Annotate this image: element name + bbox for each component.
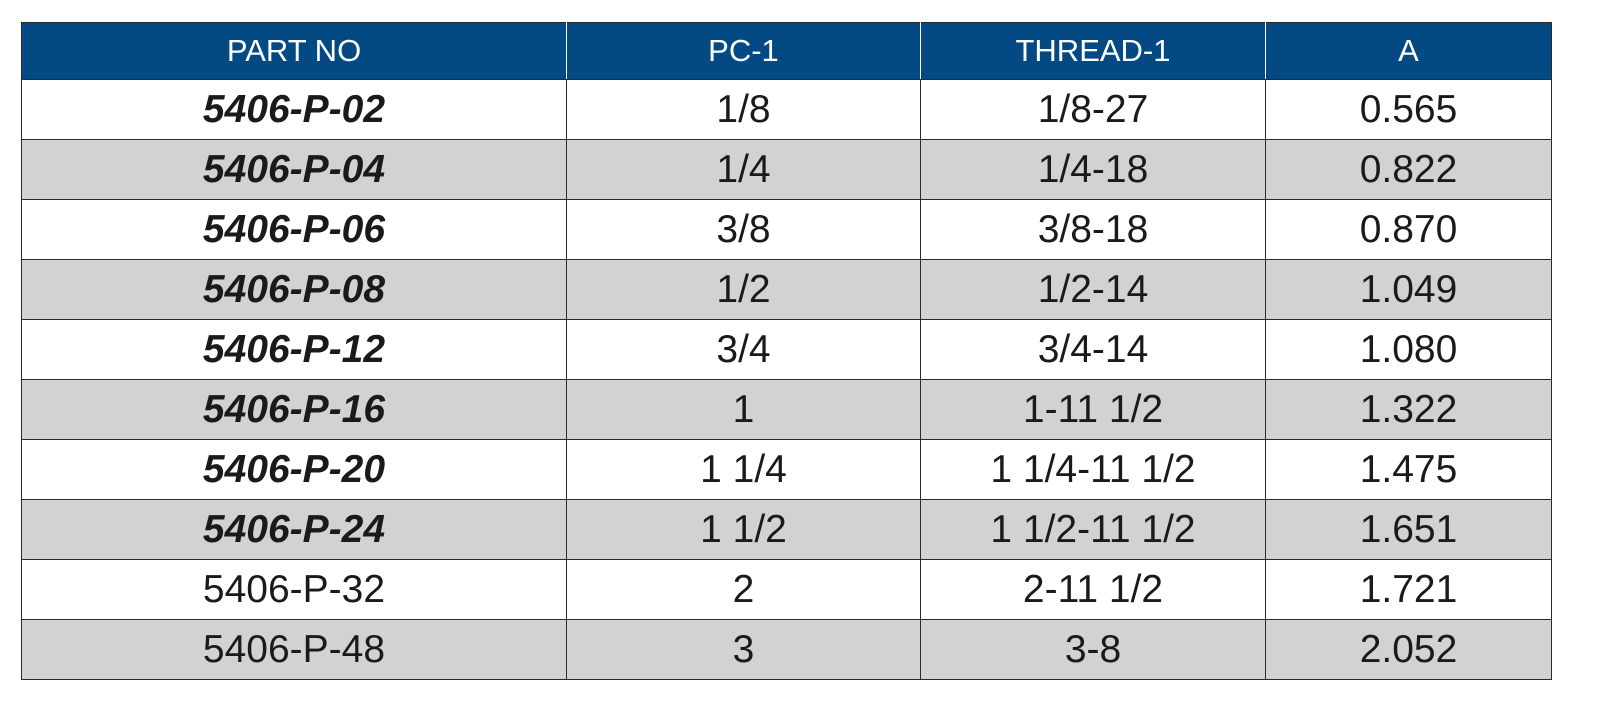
a-value-cell: 1.322 — [1265, 379, 1552, 440]
part-no-cell: 5406-P-04 — [21, 139, 567, 200]
header-part-no: PART NO — [21, 22, 567, 80]
a-value-cell: 1.651 — [1265, 499, 1552, 560]
table-row: 5406-P-02 1/8 1/8-27 0.565 — [21, 79, 1552, 140]
thread-1-cell: 1/8-27 — [920, 79, 1266, 140]
a-value-cell: 1.721 — [1265, 559, 1552, 620]
pc-1-cell: 1 1/4 — [566, 439, 921, 500]
table-row: 5406-P-16 1 1-11 1/2 1.322 — [21, 379, 1552, 440]
part-no-cell: 5406-P-20 — [21, 439, 567, 500]
thread-1-cell: 1 1/2-11 1/2 — [920, 499, 1266, 560]
pc-1-cell: 1/8 — [566, 79, 921, 140]
table-body: 5406-P-02 1/8 1/8-27 0.565 5406-P-04 1/4 1/4-1… — [21, 79, 1552, 680]
header-thread-1: THREAD-1 — [920, 22, 1266, 80]
thread-1-cell: 3/4-14 — [920, 319, 1266, 380]
parts-spec-table: PART NO PC-1 THREAD-1 A 5406-P-02 1/8 1/8-… — [21, 22, 1552, 680]
a-value-cell: 0.870 — [1265, 199, 1552, 260]
table-row: 5406-P-06 3/8 3/8-18 0.870 — [21, 199, 1552, 260]
a-value-cell: 1.475 — [1265, 439, 1552, 500]
thread-1-cell: 1/2-14 — [920, 259, 1266, 320]
pc-1-cell: 1 1/2 — [566, 499, 921, 560]
table-row: 5406-P-48 3 3-8 2.052 — [21, 619, 1552, 680]
pc-1-cell: 3/4 — [566, 319, 921, 380]
table-row: 5406-P-08 1/2 1/2-14 1.049 — [21, 259, 1552, 320]
table-row: 5406-P-32 2 2-11 1/2 1.721 — [21, 559, 1552, 620]
part-no-cell: 5406-P-32 — [21, 559, 567, 620]
thread-1-cell: 1-11 1/2 — [920, 379, 1266, 440]
pc-1-cell: 2 — [566, 559, 921, 620]
pc-1-cell: 1 — [566, 379, 921, 440]
header-row: PART NO PC-1 THREAD-1 A — [21, 22, 1552, 80]
thread-1-cell: 3/8-18 — [920, 199, 1266, 260]
header-pc-1: PC-1 — [566, 22, 921, 80]
pc-1-cell: 1/4 — [566, 139, 921, 200]
table-row: 5406-P-04 1/4 1/4-18 0.822 — [21, 139, 1552, 200]
pc-1-cell: 1/2 — [566, 259, 921, 320]
table-row: 5406-P-24 1 1/2 1 1/2-11 1/2 1.651 — [21, 499, 1552, 560]
part-no-cell: 5406-P-02 — [21, 79, 567, 140]
part-no-cell: 5406-P-06 — [21, 199, 567, 260]
part-no-cell: 5406-P-12 — [21, 319, 567, 380]
table-row: 5406-P-20 1 1/4 1 1/4-11 1/2 1.475 — [21, 439, 1552, 500]
thread-1-cell: 2-11 1/2 — [920, 559, 1266, 620]
pc-1-cell: 3 — [566, 619, 921, 680]
header-a: A — [1265, 22, 1552, 80]
part-no-cell: 5406-P-48 — [21, 619, 567, 680]
part-no-cell: 5406-P-08 — [21, 259, 567, 320]
thread-1-cell: 3-8 — [920, 619, 1266, 680]
pc-1-cell: 3/8 — [566, 199, 921, 260]
table-header: PART NO PC-1 THREAD-1 A — [21, 22, 1552, 80]
table-row: 5406-P-12 3/4 3/4-14 1.080 — [21, 319, 1552, 380]
a-value-cell: 0.822 — [1265, 139, 1552, 200]
a-value-cell: 2.052 — [1265, 619, 1552, 680]
part-no-cell: 5406-P-16 — [21, 379, 567, 440]
thread-1-cell: 1 1/4-11 1/2 — [920, 439, 1266, 500]
a-value-cell: 1.080 — [1265, 319, 1552, 380]
thread-1-cell: 1/4-18 — [920, 139, 1266, 200]
a-value-cell: 0.565 — [1265, 79, 1552, 140]
a-value-cell: 1.049 — [1265, 259, 1552, 320]
part-no-cell: 5406-P-24 — [21, 499, 567, 560]
